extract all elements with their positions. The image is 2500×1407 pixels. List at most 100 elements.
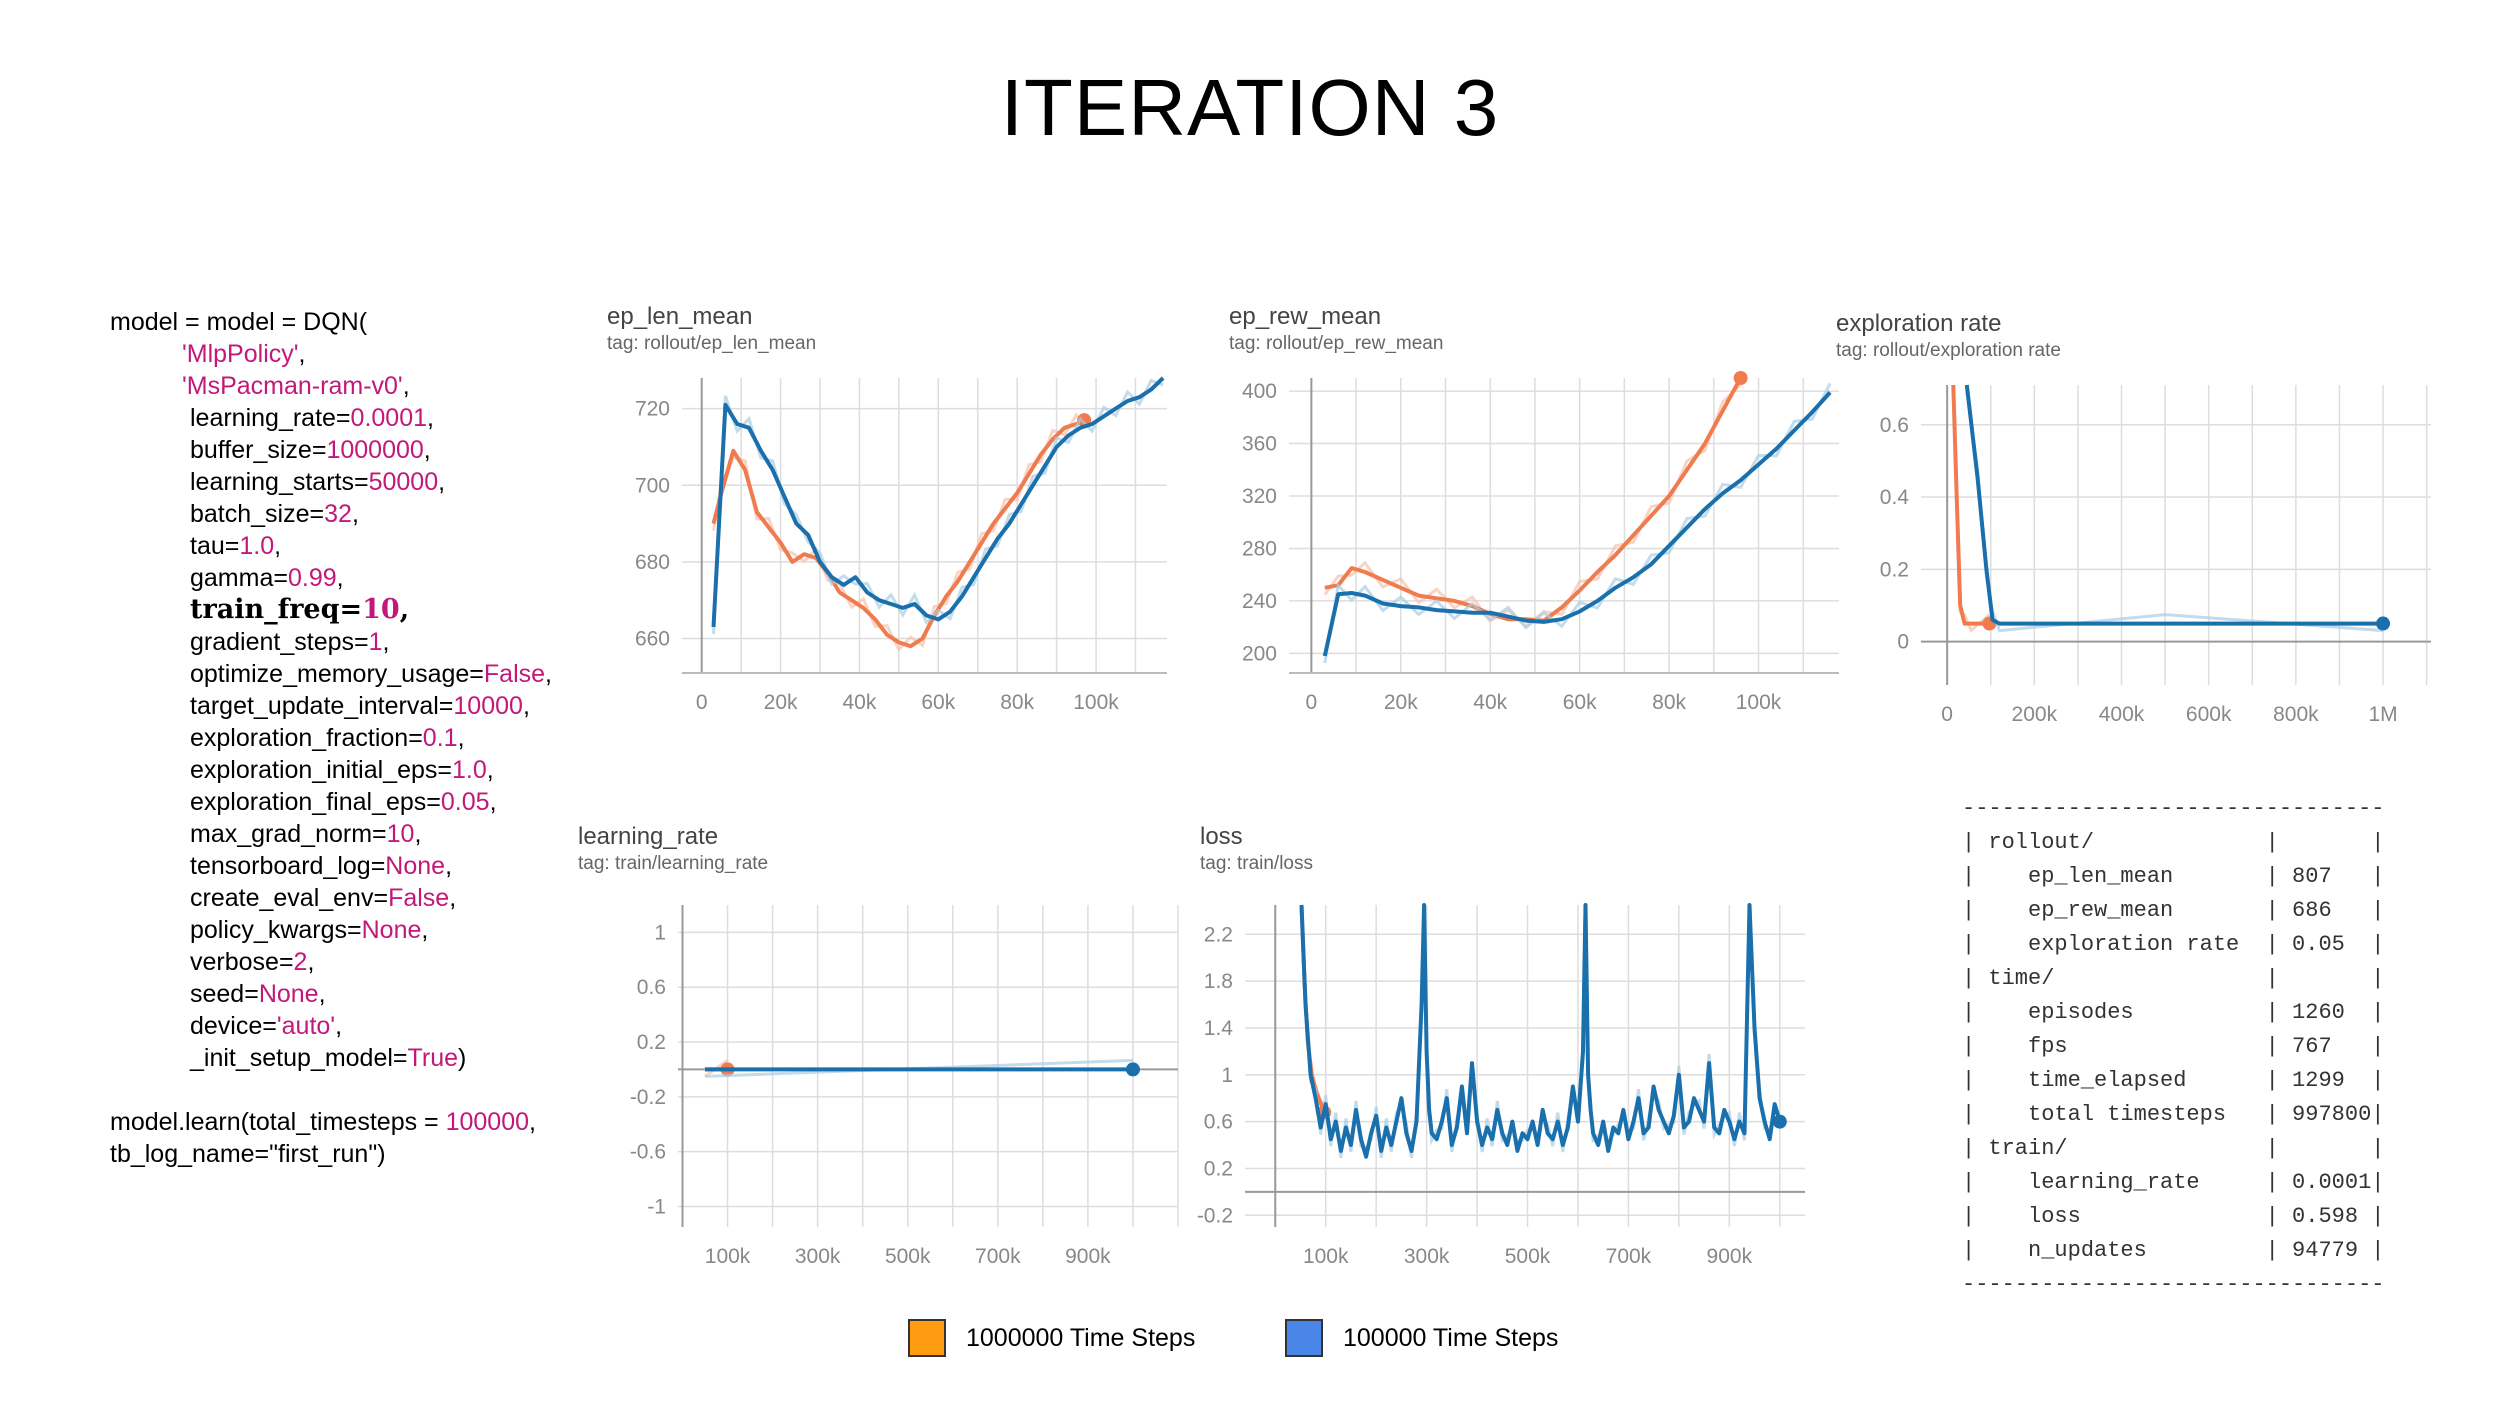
code-text: exploration_fraction= — [190, 724, 423, 752]
code-line: train_freq=10, — [110, 594, 552, 626]
series-line — [1951, 384, 1990, 626]
chart-loss: loss tag: train/loss 2.2 1.8 1.4 1 0.6 0.2 -0.… — [1197, 823, 1820, 1293]
code-line: max_grad_norm=10, — [110, 818, 552, 850]
x-tick-label: 900k — [1707, 1245, 1753, 1268]
y-tick-label: -0.2 — [1197, 1204, 1233, 1227]
legend-item-blue: 100000 Time Steps — [1285, 1316, 1558, 1360]
y-tick-label: 0.6 — [1880, 414, 1909, 437]
code-text: model.learn(total_timesteps = — [110, 1108, 446, 1136]
code-text: create_eval_env= — [190, 884, 389, 912]
code-value: None — [258, 980, 319, 1008]
y-tick-label: -0.6 — [630, 1141, 666, 1164]
x-tick-label: 500k — [1505, 1245, 1551, 1268]
code-text: , — [402, 372, 410, 400]
code-value: 0.05 — [440, 788, 490, 816]
y-tick-label: 240 — [1242, 590, 1277, 613]
x-tick-label: 100k — [1736, 691, 1782, 714]
code-block: model = model = DQN('MlpPolicy', 'MsPacma… — [110, 306, 552, 1170]
code-value: 2 — [293, 948, 308, 976]
x-tick-label: 0 — [1941, 703, 1953, 726]
code-text: , — [336, 564, 344, 592]
slide-title: ITERATION 3 — [1000, 63, 1500, 152]
code-text: , — [489, 788, 497, 816]
code-text: , — [318, 980, 326, 1008]
code-line: target_update_interval=10000, — [110, 690, 552, 722]
code-value: None — [385, 852, 446, 880]
y-tick-label: 0 — [1897, 631, 1909, 654]
series-line — [711, 418, 1086, 649]
chart-tag: tag: rollout/ep_rew_mean — [1229, 333, 1444, 354]
stats-row: | time/ | | — [1962, 966, 2385, 991]
code-text: , — [445, 852, 453, 880]
code-value: 1.0 — [452, 756, 487, 784]
code-line: exploration_fraction=0.1, — [110, 722, 552, 754]
code-text: optimize_memory_usage= — [190, 660, 484, 688]
y-tick-label: 660 — [635, 628, 670, 651]
code-text: , — [351, 500, 359, 528]
code-text: , — [438, 468, 446, 496]
code-text: exploration_final_eps= — [190, 788, 441, 816]
chart-ep-rew-mean: ep_rew_mean tag: rollout/ep_rew_mean 200… — [1229, 303, 1839, 773]
code-value: 0.99 — [287, 564, 337, 592]
code-line: seed=None, — [110, 978, 552, 1010]
series-line — [1964, 384, 2384, 626]
y-tick-label: 1 — [654, 921, 666, 944]
code-value: 'auto' — [276, 1012, 336, 1040]
code-text: , — [421, 916, 429, 944]
x-tick-label: 700k — [1606, 1245, 1652, 1268]
x-tick-label: 100k — [1303, 1245, 1349, 1268]
code-text: exploration_initial_eps= — [190, 756, 452, 784]
code-text: tau= — [190, 532, 240, 560]
code-text: , — [529, 1108, 536, 1136]
y-tick-label: 0.6 — [1204, 1111, 1233, 1134]
chart-title: loss — [1200, 823, 1243, 850]
code-line: buffer_size=1000000, — [110, 434, 552, 466]
y-tick-label: 1 — [1221, 1064, 1233, 1087]
x-tick-label: 300k — [795, 1245, 841, 1268]
code-text: gamma= — [190, 564, 288, 592]
code-text: seed= — [190, 980, 259, 1008]
x-tick-label: 800k — [2273, 703, 2319, 726]
code-text: learning_rate= — [190, 404, 351, 432]
y-tick-label: 0.6 — [637, 976, 666, 999]
code-text: gradient_steps= — [190, 628, 369, 656]
code-line: exploration_final_eps=0.05, — [110, 786, 552, 818]
code-text: batch_size= — [190, 500, 325, 528]
x-tick-label: 600k — [2186, 703, 2232, 726]
code-text: , — [399, 594, 410, 625]
code-line — [110, 1074, 552, 1106]
legend-label: 100000 Time Steps — [1343, 1323, 1559, 1352]
code-value: 100000 — [445, 1108, 530, 1136]
y-tick-label: 0.4 — [1880, 486, 1910, 509]
y-tick-label: 280 — [1242, 537, 1277, 560]
y-tick-label: 400 — [1242, 380, 1277, 403]
code-value: False — [388, 884, 450, 912]
code-text: ) — [458, 1044, 467, 1072]
code-value: 0.1 — [422, 724, 458, 752]
code-text: target_update_interval= — [190, 692, 454, 720]
code-text: device= — [190, 1012, 277, 1040]
y-tick-label: 320 — [1242, 485, 1277, 508]
x-tick-label: 200k — [2012, 703, 2058, 726]
code-value: False — [483, 660, 546, 688]
series-end-marker — [1125, 1062, 1140, 1077]
x-tick-label: 500k — [885, 1245, 931, 1268]
stats-row: | time_elapsed | 1299 | — [1962, 1068, 2385, 1093]
chart-tag: tag: rollout/ep_len_mean — [607, 333, 817, 354]
chart-title: learning_rate — [578, 823, 719, 850]
x-tick-label: 40k — [843, 691, 877, 714]
code-value: None — [361, 916, 422, 944]
code-line: tb_log_name="first_run") — [110, 1138, 552, 1170]
stats-row: | episodes | 1260 | — [1962, 1000, 2385, 1025]
y-tick-label: 0.2 — [637, 1031, 666, 1054]
y-tick-label: -0.2 — [630, 1086, 666, 1109]
code-text: max_grad_norm= — [190, 820, 387, 848]
code-text: , — [298, 340, 306, 368]
y-tick-label: 200 — [1242, 642, 1277, 665]
x-tick-label: 1M — [2368, 703, 2397, 726]
chart-exploration-rate: exploration rate tag: rollout/exploratio… — [1836, 310, 2456, 780]
code-line: learning_starts=50000, — [110, 466, 552, 498]
chart-plot: 660 680 700 720 0 20k 40k 60k 80k 100k — [635, 376, 1167, 714]
code-text: , — [545, 660, 552, 688]
series-raw-line — [1965, 391, 2384, 633]
